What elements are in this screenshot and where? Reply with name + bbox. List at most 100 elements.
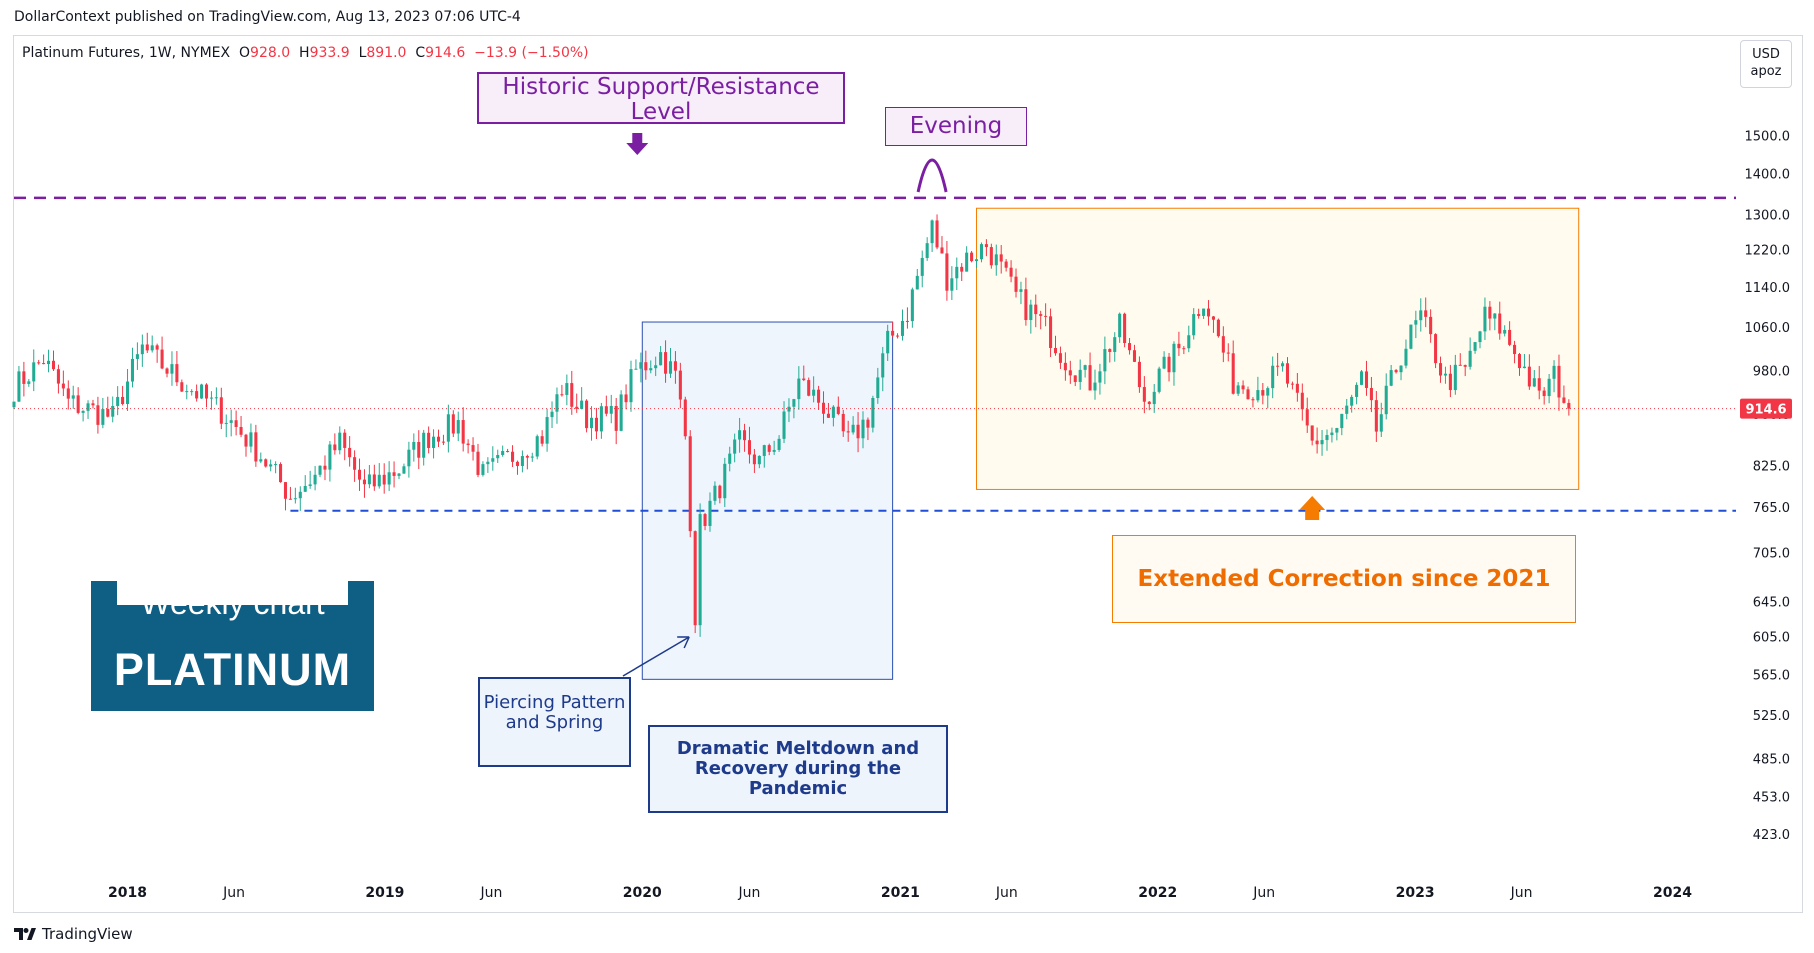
candle-body [37,362,41,364]
candle-body [841,413,845,432]
piercing-pattern-callout: Piercing Pattern and Spring [478,677,631,767]
weekly-chart-badge: Weekly chart PLATINUM [91,578,374,711]
candle-body [1093,382,1097,391]
candle-body [436,436,441,442]
candle-body [1438,363,1443,376]
x-tick-label: Jun [738,885,761,901]
candle-body [1463,365,1467,367]
candle-body [145,344,149,351]
candle-body [1458,364,1462,366]
candle-body [1389,370,1393,386]
tradingview-logo[interactable]: TradingView [14,925,133,943]
candle-body [407,449,411,467]
candle-body [42,363,46,365]
candle-body [1335,428,1339,433]
candle-body [1078,369,1082,382]
candle-body [51,360,56,370]
candle-body [1527,366,1531,387]
pandemic-meltdown-callout: Dramatic Meltdown and Recovery during th… [648,725,948,813]
candle-body [1049,316,1053,348]
candle-body [960,266,964,272]
candle-body [377,474,381,487]
candle-body [585,400,589,429]
candle-body [1419,310,1423,321]
candle-body [412,441,416,450]
candle-body [150,345,154,351]
candle-body [209,397,213,399]
candle-body [619,394,623,431]
candle-body [708,500,712,526]
candle-body [61,383,65,389]
candle-body [896,335,900,337]
candle-body [165,368,169,374]
x-tick-label: 2019 [365,885,404,901]
candle-body [22,371,26,384]
candle-body [659,352,663,366]
candle-body [1098,371,1102,383]
candle-body [718,485,722,499]
candle-body [1315,440,1319,445]
candle-body [728,453,732,464]
candle-body [1266,388,1270,396]
close-label: C [415,45,426,61]
candle-body [427,432,431,448]
candle-body [900,320,905,336]
last-price-tag [1740,398,1792,419]
candle-body [1493,313,1497,319]
candle-body [881,353,885,378]
candle-body [1355,384,1359,397]
candle-body [535,436,539,457]
candle-body [1542,390,1546,397]
candle-body [195,391,199,399]
candle-body [1399,365,1403,373]
candle-body [989,247,993,266]
candle-body [1364,371,1369,388]
candle-body [545,417,549,444]
candle-body [866,419,870,428]
candle-body [501,451,505,455]
candle-body [629,369,633,403]
symbol-name[interactable]: Platinum Futures, 1W, NYMEX [22,45,231,61]
high-value: 933.9 [309,45,350,61]
candle-body [886,330,890,354]
y-tick-label: 453.0 [1753,790,1790,805]
currency-unit-button[interactable]: USD apoz [1740,40,1792,88]
candle-body [905,320,909,322]
correction-highlight-box [976,207,1580,490]
candle-body [1488,306,1492,319]
candle-body [984,244,988,248]
candle-body [555,394,559,412]
candle-body [1340,413,1344,429]
candle-body [678,370,682,400]
candle-body [303,485,307,492]
candle-body [56,369,60,384]
change-value: −13.9 (−1.50%) [474,45,589,61]
candle-body [807,380,811,396]
candle-body [1147,401,1151,405]
candle-body [254,432,258,462]
candle-body [135,354,139,359]
candle-body [1522,366,1526,369]
candle-body [1325,435,1329,441]
candle-body [224,422,228,424]
candle-body [333,444,337,451]
candle-body [214,397,218,399]
candle-body [520,456,524,466]
candle-body [525,456,529,458]
candle-body [1473,342,1477,351]
candle-body [935,220,939,248]
candle-body [1379,414,1383,432]
candle-body [910,289,914,322]
candle-body [461,420,465,444]
symbol-info: Platinum Futures, 1W, NYMEX O928.0 H933.… [22,45,589,61]
badge-title: PLATINUM [113,644,352,695]
candle-body [757,455,761,465]
candle-body [802,378,806,381]
candle-body [1103,349,1107,372]
candle-body [1468,350,1472,367]
x-tick-label: Jun [479,885,502,901]
candle-body [1443,373,1447,376]
candle-body [817,389,821,403]
x-tick-label: Jun [1510,885,1533,901]
